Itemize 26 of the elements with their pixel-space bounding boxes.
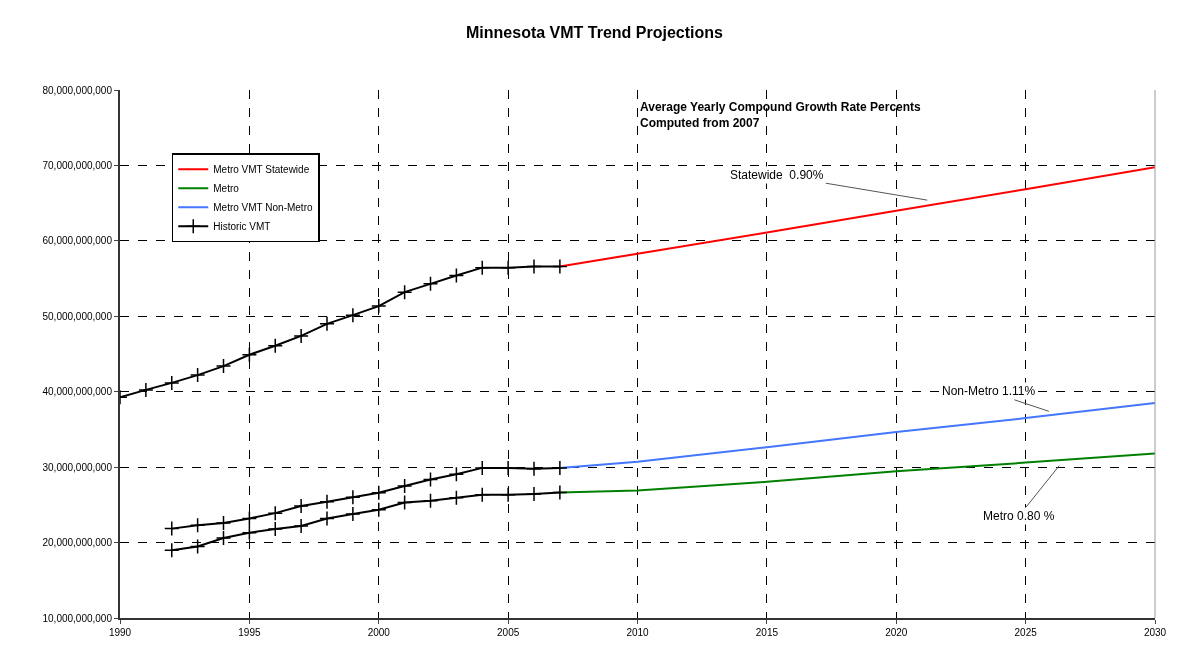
x-tick-label: 1990 — [108, 627, 132, 638]
x-tick-label: 2010 — [626, 627, 650, 638]
y-tick-label: 50,000,000,000 — [42, 310, 113, 322]
y-tick-label: 70,000,000,000 — [42, 159, 113, 171]
y-tick-label: 60,000,000,000 — [42, 235, 113, 247]
x-tick-label: 2020 — [885, 627, 908, 638]
legend-label: Metro VMT Statewide — [213, 164, 310, 176]
y-tick-label: 40,000,000,000 — [42, 386, 113, 398]
annotation: Average Yearly Compound Growth Rate Percents Computed from 2007 — [640, 100, 922, 130]
legend-label: Metro VMT Non-Metro — [213, 202, 313, 214]
x-tick-label: 2030 — [1143, 627, 1167, 638]
x-tick-label: 2005 — [497, 627, 520, 638]
annotation: Metro 0.80 % — [983, 509, 1055, 523]
x-tick-label: 1995 — [238, 627, 261, 638]
annotation: Non-Metro 1.11% — [942, 384, 1036, 398]
x-tick-label: 2015 — [755, 627, 779, 638]
annotation: Statewide 0.90% — [730, 168, 824, 182]
y-tick-label: 10,000,000,000 — [42, 612, 113, 624]
y-tick-label: 80,000,000,000 — [42, 84, 113, 96]
y-tick-label: 20,000,000,000 — [42, 537, 113, 549]
chart-title: Minnesota VMT Trend Projections — [466, 23, 724, 41]
x-tick-label: 2000 — [367, 627, 391, 638]
legend-label: Metro — [213, 183, 240, 195]
x-tick-label: 2025 — [1014, 627, 1038, 638]
legend-label: Historic VMT — [213, 221, 271, 233]
y-tick-label: 30,000,000,000 — [42, 461, 113, 473]
